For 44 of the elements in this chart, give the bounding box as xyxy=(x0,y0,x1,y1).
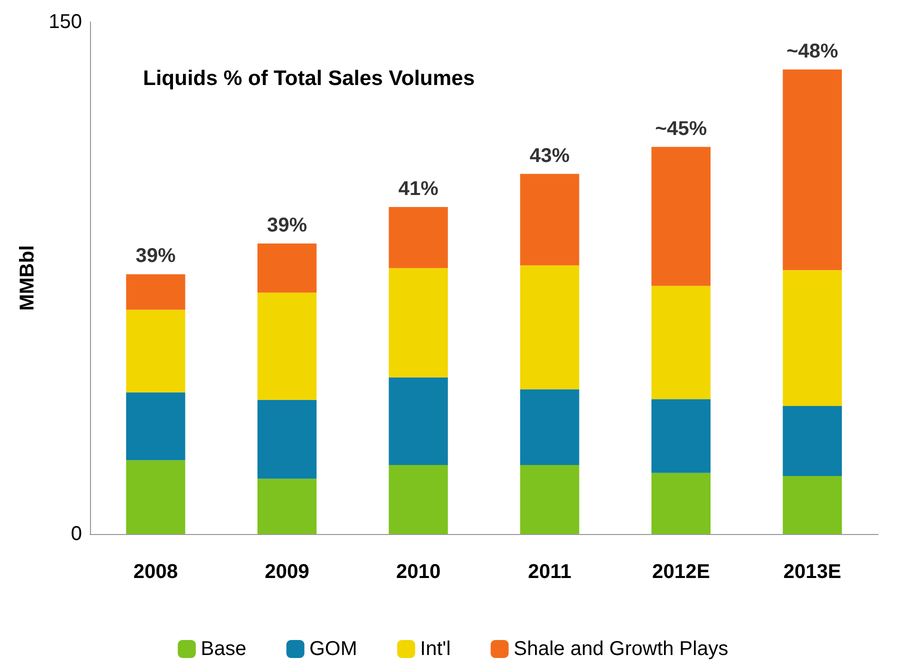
bar xyxy=(651,472,711,534)
y-tick-label: 0 xyxy=(70,523,82,545)
bar xyxy=(257,292,317,400)
legend-label: GOM xyxy=(309,638,358,660)
bar xyxy=(651,286,711,400)
bar xyxy=(651,399,711,473)
bar xyxy=(651,146,711,286)
bar xyxy=(520,465,580,534)
bar xyxy=(388,465,448,534)
annotation: 39% xyxy=(136,245,176,268)
annotation: ~48% xyxy=(786,40,838,62)
bar xyxy=(388,268,448,378)
annotation: 43% xyxy=(530,144,570,167)
legend-label: Int'l xyxy=(420,638,451,660)
bar xyxy=(520,265,580,390)
bar xyxy=(388,377,448,466)
x-tick-label: 2012E xyxy=(652,561,710,583)
bar xyxy=(126,310,186,392)
annotation: 41% xyxy=(398,178,439,200)
bar xyxy=(126,392,186,460)
x-tick-label: 2009 xyxy=(264,561,310,583)
bar xyxy=(126,460,186,534)
bar xyxy=(126,274,186,310)
text: Liquids % of Total Sales Volumes xyxy=(143,67,475,90)
legend-label: Shale and Growth Plays xyxy=(514,638,728,660)
bar xyxy=(257,244,317,293)
x-tick-label: 2013E xyxy=(783,561,842,583)
bar xyxy=(257,478,317,534)
y-axis-title: MMBbl xyxy=(16,245,39,311)
x-tick-label: 2011 xyxy=(528,561,572,583)
annotation: 39% xyxy=(266,214,308,237)
bar xyxy=(520,174,580,266)
bar xyxy=(782,69,842,270)
x-tick-label: 2010 xyxy=(396,561,441,583)
bar xyxy=(388,207,448,268)
y-tick-label: 150 xyxy=(48,11,82,33)
legend-label: Base xyxy=(200,638,246,660)
bar xyxy=(520,389,580,466)
annotation: ~45% xyxy=(655,118,708,140)
x-tick-label: 2008 xyxy=(133,561,178,583)
bar xyxy=(257,400,317,479)
bar xyxy=(782,406,842,476)
bar xyxy=(782,476,842,534)
bar xyxy=(782,270,842,406)
